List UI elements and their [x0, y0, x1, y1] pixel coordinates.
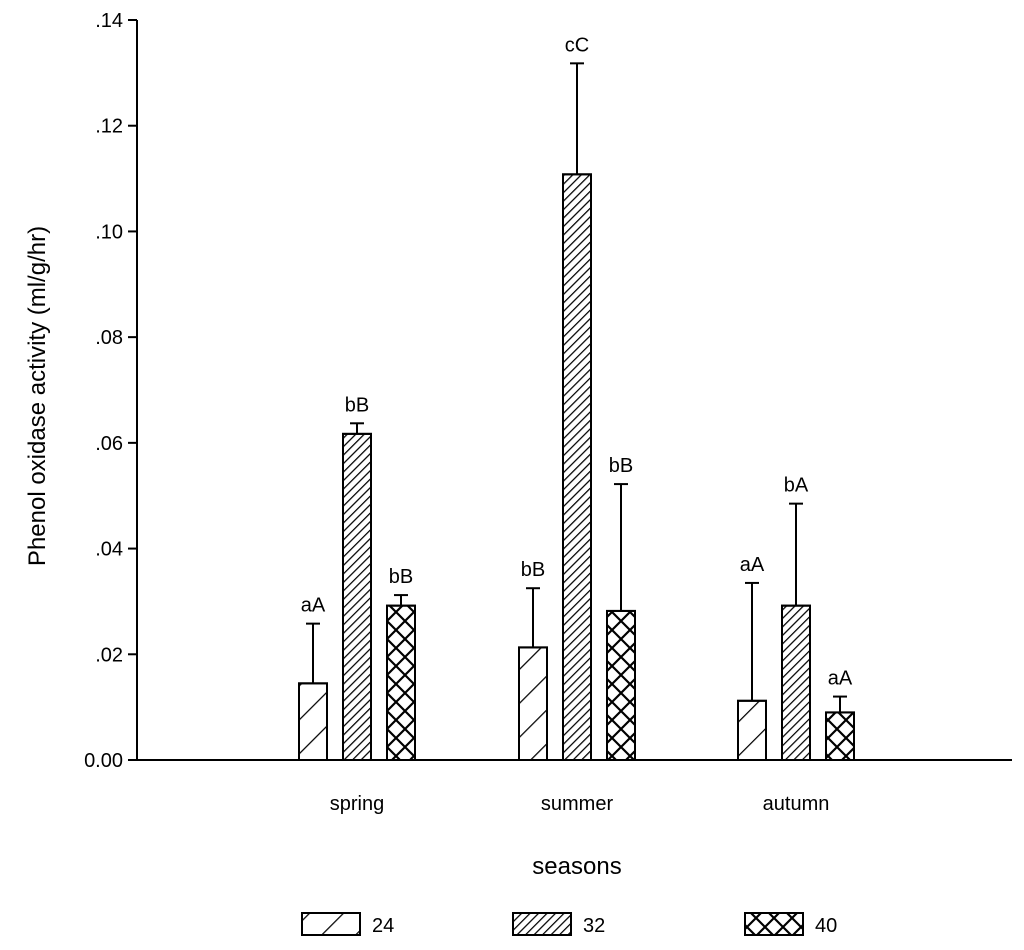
- legend-swatch: [301, 912, 361, 936]
- bars: aA bB aA bB cC bA bB bB aA: [298, 34, 855, 762]
- y-tick-label: 0.00: [84, 750, 123, 772]
- legend-item-32: 32: [512, 912, 605, 937]
- bar-group-autumn-24: aA: [737, 554, 767, 761]
- bar: [342, 432, 372, 761]
- significance-label: bB: [345, 394, 369, 416]
- bar: [825, 711, 855, 762]
- y-tick-label: .10: [95, 221, 123, 243]
- bar: [737, 699, 767, 761]
- legend-label: 32: [583, 915, 605, 937]
- significance-label: cC: [565, 34, 589, 56]
- y-axis-title: Phenol oxidase activity (ml/g/hr): [24, 226, 51, 566]
- legend-item-24: 24: [301, 912, 394, 937]
- bar: [606, 609, 636, 762]
- legend: 24 32 40: [301, 912, 837, 937]
- y-axis-ticks: 0.00 .02 .04 .06 .08 .10 .12 .14: [84, 10, 137, 772]
- y-tick-label: .08: [95, 327, 123, 349]
- legend-swatch: [744, 912, 804, 936]
- x-axis-labels: spring summer autumn: [330, 793, 830, 815]
- x-axis-title: seasons: [532, 853, 621, 880]
- y-tick-label: .12: [95, 116, 123, 138]
- bar-group-autumn-32: bA: [781, 475, 811, 762]
- bar-group-summer-40: bB: [606, 455, 636, 762]
- bar: [518, 646, 548, 762]
- bar: [386, 604, 416, 762]
- x-tick-label: autumn: [763, 793, 830, 815]
- plot-area: 0.00 .02 .04 .06 .08 .10 .12 .14 aA bB aA bB cC bA bB…: [84, 10, 1012, 815]
- significance-label: aA: [301, 595, 326, 617]
- significance-label: bB: [609, 455, 633, 477]
- significance-label: bA: [784, 475, 809, 497]
- bar-group-autumn-40: aA: [825, 668, 855, 762]
- bar-group-summer-32: cC: [562, 34, 592, 762]
- x-tick-label: summer: [541, 793, 614, 815]
- bar-group-spring-40: bB: [386, 566, 416, 762]
- bar: [562, 173, 592, 762]
- significance-label: aA: [740, 554, 765, 576]
- x-tick-label: spring: [330, 793, 384, 815]
- y-tick-label: .06: [95, 433, 123, 455]
- bar-group-spring-32: bB: [342, 394, 372, 761]
- significance-label: bB: [521, 559, 545, 581]
- legend-label: 24: [372, 915, 394, 937]
- y-tick-label: .14: [95, 10, 123, 32]
- y-tick-label: .02: [95, 644, 123, 666]
- bar: [781, 604, 811, 762]
- y-tick-label: .04: [95, 539, 123, 561]
- significance-label: aA: [828, 668, 853, 690]
- legend-label: 40: [815, 915, 837, 937]
- bar-group-spring-24: aA: [298, 595, 328, 761]
- legend-item-40: 40: [744, 912, 837, 937]
- bar: [298, 682, 328, 761]
- bar-group-summer-24: bB: [518, 559, 548, 762]
- significance-label: bB: [389, 566, 413, 588]
- legend-swatch: [512, 912, 572, 936]
